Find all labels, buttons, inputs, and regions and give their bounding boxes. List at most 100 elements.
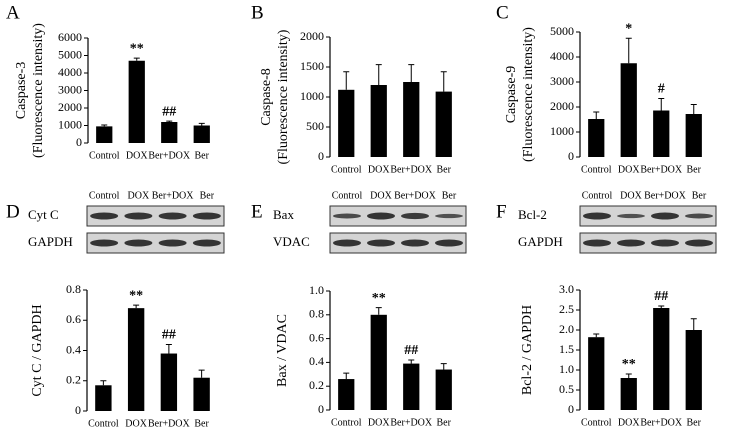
blot-band	[367, 239, 395, 247]
bar	[653, 308, 670, 410]
x-tick-label: Ber	[437, 164, 452, 175]
bar	[95, 385, 112, 411]
bar	[338, 379, 355, 410]
error-bar	[408, 359, 415, 364]
bar	[588, 119, 605, 157]
x-tick-label: Ber	[194, 418, 209, 429]
blot-band	[124, 212, 153, 220]
y-tick-label: 1000	[58, 117, 82, 131]
bar	[161, 122, 178, 143]
x-tick-label: Ber+DOX	[640, 417, 683, 428]
significance: #	[658, 82, 665, 97]
y-tick-label: 0.6	[66, 312, 81, 326]
x-tick-label: Control	[581, 164, 612, 175]
blot-band	[685, 213, 713, 219]
error-bar	[593, 111, 600, 119]
y-tick-label: 2.0	[559, 322, 574, 336]
y-tick-label: 5000	[58, 47, 82, 61]
y-tick-label: 4000	[550, 49, 574, 63]
significance: **	[622, 357, 636, 372]
y-tick-label: 2.5	[559, 302, 574, 316]
y-tick-label: 1000	[300, 89, 324, 103]
blot-band	[367, 212, 395, 220]
x-tick-label: Control	[331, 164, 362, 175]
y-axis-title: Bax / VDAC	[275, 314, 290, 387]
blot-label: Bcl-2	[518, 207, 547, 222]
error-bar	[198, 122, 205, 126]
error-bar	[133, 57, 140, 61]
y-tick-label: 0.8	[309, 307, 324, 321]
panel-label: F	[496, 201, 507, 222]
blot-band	[401, 212, 429, 220]
x-tick-label: Ber+DOX	[390, 164, 433, 175]
bar	[435, 91, 452, 157]
x-tick-label: DOX	[125, 418, 147, 429]
x-tick-label: Ber	[195, 150, 210, 161]
significance: ##	[404, 343, 418, 358]
bar	[338, 89, 355, 157]
bar	[160, 353, 178, 411]
y-tick-label: 1.5	[559, 342, 574, 356]
x-tick-label: Ber	[687, 417, 702, 428]
significance: *	[625, 21, 632, 36]
error-bar	[101, 124, 108, 127]
bar	[193, 377, 210, 411]
error-bar	[690, 104, 697, 114]
blot-band	[651, 212, 679, 220]
bar	[620, 378, 637, 410]
x-tick-label: Ber+DOX	[148, 150, 191, 161]
bar	[193, 125, 210, 143]
error-bar	[690, 318, 697, 330]
y-tick-label: 3000	[58, 82, 82, 96]
y-tick-label: 0	[568, 149, 574, 163]
significance: **	[372, 291, 386, 306]
bar	[403, 363, 420, 410]
lane-label: Ber	[442, 190, 457, 201]
x-tick-label: Ber	[687, 164, 702, 175]
blot-band	[333, 213, 361, 219]
error-bar	[166, 120, 173, 122]
panel-label: D	[6, 201, 20, 222]
blot-band	[158, 212, 187, 220]
error-bar	[625, 373, 632, 378]
error-bar	[593, 333, 600, 338]
significance: ##	[162, 328, 176, 343]
y-axis-title: (Fluorescence intensity)	[31, 23, 46, 158]
blot-band	[583, 212, 611, 220]
y-axis-title: Bcl-2 / GAPDH	[520, 305, 535, 395]
y-tick-label: 0.8	[66, 282, 81, 296]
y-axis-title: Caspase-9	[504, 66, 519, 124]
y-tick-label: 0.4	[66, 342, 81, 356]
blot-band	[583, 239, 611, 247]
x-tick-label: DOX	[618, 164, 640, 175]
bar	[128, 60, 145, 143]
x-tick-label: Control	[331, 417, 362, 428]
y-axis-title: Caspase-8	[259, 68, 274, 126]
panel-label: B	[251, 2, 264, 23]
y-tick-label: 1000	[550, 124, 574, 138]
blot-band	[90, 239, 119, 247]
y-tick-label: 4000	[58, 65, 82, 79]
lane-label: Control	[582, 190, 613, 201]
x-tick-label: Ber+DOX	[390, 417, 433, 428]
blot-band	[651, 239, 679, 247]
error-bar	[343, 71, 350, 90]
y-tick-label: 0	[318, 402, 324, 416]
x-tick-label: DOX	[368, 417, 390, 428]
error-bar	[133, 304, 140, 309]
error-bar	[343, 372, 350, 380]
y-tick-label: 0	[318, 149, 324, 163]
y-tick-label: 2000	[550, 99, 574, 113]
bar	[370, 314, 387, 410]
y-tick-label: 1.0	[309, 283, 324, 297]
x-tick-label: DOX	[126, 150, 148, 161]
error-bar	[375, 64, 382, 85]
x-tick-label: Control	[88, 418, 119, 429]
y-tick-label: 0	[75, 403, 81, 417]
x-tick-label: DOX	[618, 417, 640, 428]
lane-label: Control	[332, 190, 363, 201]
error-bar	[100, 380, 107, 386]
blot-band	[401, 239, 429, 247]
y-tick-label: 0.6	[309, 330, 324, 344]
blot	[86, 205, 225, 227]
